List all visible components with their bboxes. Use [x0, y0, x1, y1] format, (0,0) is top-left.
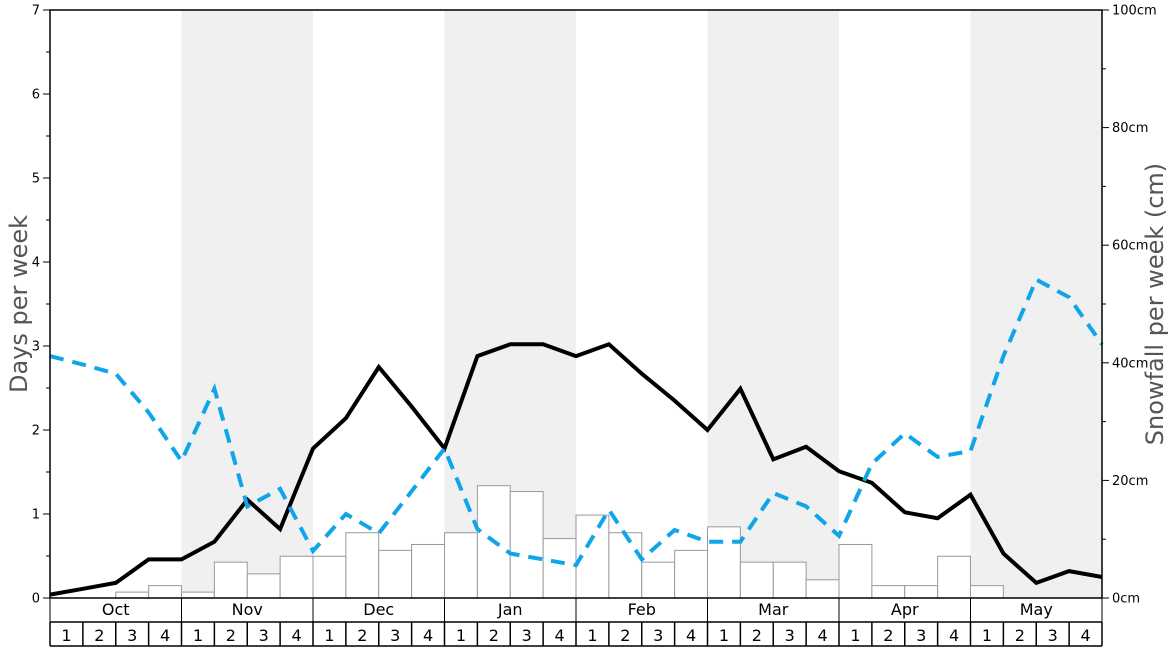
- y-tick-label: 1: [32, 508, 40, 523]
- week-label: 4: [291, 626, 301, 645]
- week-label: 1: [982, 626, 992, 645]
- snowfall-bar: [904, 585, 939, 599]
- snowfall-bar: [312, 555, 347, 599]
- month-label: Nov: [232, 600, 263, 619]
- left-axis-title: Days per week: [5, 215, 33, 393]
- y-tick-label: 7: [32, 4, 40, 19]
- snowfall-bar: [805, 579, 840, 599]
- week-label: 2: [752, 626, 762, 645]
- week-label: 3: [390, 626, 400, 645]
- month-shade-may: [970, 10, 1102, 598]
- y2-tick-label: 40cm: [1112, 356, 1148, 371]
- month-label: Apr: [891, 600, 919, 619]
- week-label: 2: [226, 626, 236, 645]
- week-label: 3: [785, 626, 795, 645]
- snowfall-bar: [739, 561, 774, 599]
- snowfall-bar: [608, 532, 643, 599]
- snowfall-bar: [444, 532, 478, 599]
- snowfall-bar: [509, 491, 544, 599]
- snowfall-bar: [674, 549, 708, 599]
- week-label: 2: [1015, 626, 1025, 645]
- week-label: 4: [423, 626, 433, 645]
- y-tick-label: 5: [32, 172, 40, 187]
- snowfall-bar: [378, 549, 413, 599]
- week-label: 1: [193, 626, 203, 645]
- left-y-axis: 0 1 2 3 4 5 6 7: [32, 4, 50, 607]
- snowfall-bar: [411, 543, 445, 599]
- month-label: Dec: [363, 600, 394, 619]
- month-week-axis: Oct Nov Dec Jan Feb Mar Apr May 1 2 3 4 1 2 3 4 1 2 3 4 1 2 3 4…: [49, 598, 1103, 647]
- month-label: Feb: [628, 600, 656, 619]
- week-label: 4: [686, 626, 696, 645]
- dashed-series-line: [49, 276, 1104, 568]
- week-label: 4: [817, 626, 827, 645]
- y2-tick-label: 20cm: [1112, 474, 1148, 489]
- month-label: Oct: [102, 600, 130, 619]
- week-label: 3: [1048, 626, 1058, 645]
- week-label: 2: [489, 626, 499, 645]
- week-label: 1: [587, 626, 597, 645]
- y2-tick-label: 100cm: [1112, 4, 1157, 19]
- snowfall-bar: [181, 591, 215, 599]
- snowfall-bar: [937, 555, 971, 599]
- y2-tick-label: 60cm: [1112, 239, 1148, 254]
- snowfall-bar: [279, 555, 314, 599]
- week-label: 4: [160, 626, 170, 645]
- week-label: 1: [850, 626, 860, 645]
- month-shading: [181, 10, 1102, 598]
- month-label: May: [1020, 600, 1053, 619]
- snowfall-bar: [707, 526, 741, 599]
- y2-tick-label: 80cm: [1112, 121, 1148, 136]
- month-shade-mar: [707, 10, 839, 598]
- snowfall-bar: [345, 532, 380, 599]
- month-label: Jan: [497, 600, 523, 619]
- week-label: 1: [719, 626, 729, 645]
- week-label: 1: [61, 626, 71, 645]
- y-tick-label: 0: [32, 592, 40, 607]
- week-label: 4: [554, 626, 564, 645]
- week-label: 2: [883, 626, 893, 645]
- right-axis-title: Snowfall per week (cm): [1141, 163, 1168, 445]
- snowfall-bar: [772, 561, 807, 599]
- week-label: 3: [916, 626, 926, 645]
- lines: [49, 276, 1104, 597]
- week-label: 3: [127, 626, 137, 645]
- snowfall-bar: [213, 561, 248, 599]
- week-label: 3: [522, 626, 532, 645]
- y-tick-label: 6: [32, 88, 40, 103]
- snowfall-bar: [970, 585, 1004, 599]
- week-label: 2: [620, 626, 630, 645]
- y-tick-label: 2: [32, 424, 40, 439]
- week-label: 2: [357, 626, 367, 645]
- snowfall-bar: [542, 538, 577, 599]
- week-label: 1: [456, 626, 466, 645]
- y2-tick-label: 0cm: [1112, 592, 1140, 607]
- solid-series-line: [49, 342, 1103, 597]
- snowfall-bars: [115, 485, 1004, 599]
- week-label: 4: [1080, 626, 1090, 645]
- y-tick-label: 4: [32, 256, 40, 271]
- week-label: 2: [94, 626, 104, 645]
- snowfall-bar: [115, 591, 150, 599]
- month-label: Mar: [758, 600, 789, 619]
- snowfall-bar: [871, 585, 906, 599]
- week-label: 1: [324, 626, 334, 645]
- snowfall-bar: [838, 543, 873, 599]
- snowfall-bar: [246, 573, 281, 599]
- y-tick-label: 3: [32, 340, 40, 355]
- week-label: 3: [653, 626, 663, 645]
- snowfall-bar: [641, 561, 676, 599]
- week-label: 3: [259, 626, 269, 645]
- right-y-axis: 0cm 20cm 40cm 60cm 80cm 100cm: [1102, 4, 1157, 607]
- week-label: 4: [949, 626, 959, 645]
- snowfall-bar: [148, 585, 182, 599]
